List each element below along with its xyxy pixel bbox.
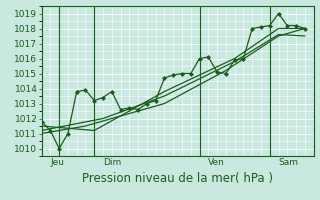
Text: Ven: Ven <box>208 158 225 167</box>
Text: Dim: Dim <box>103 158 121 167</box>
X-axis label: Pression niveau de la mer( hPa ): Pression niveau de la mer( hPa ) <box>82 172 273 185</box>
Text: Sam: Sam <box>278 158 299 167</box>
Text: Jeu: Jeu <box>50 158 64 167</box>
